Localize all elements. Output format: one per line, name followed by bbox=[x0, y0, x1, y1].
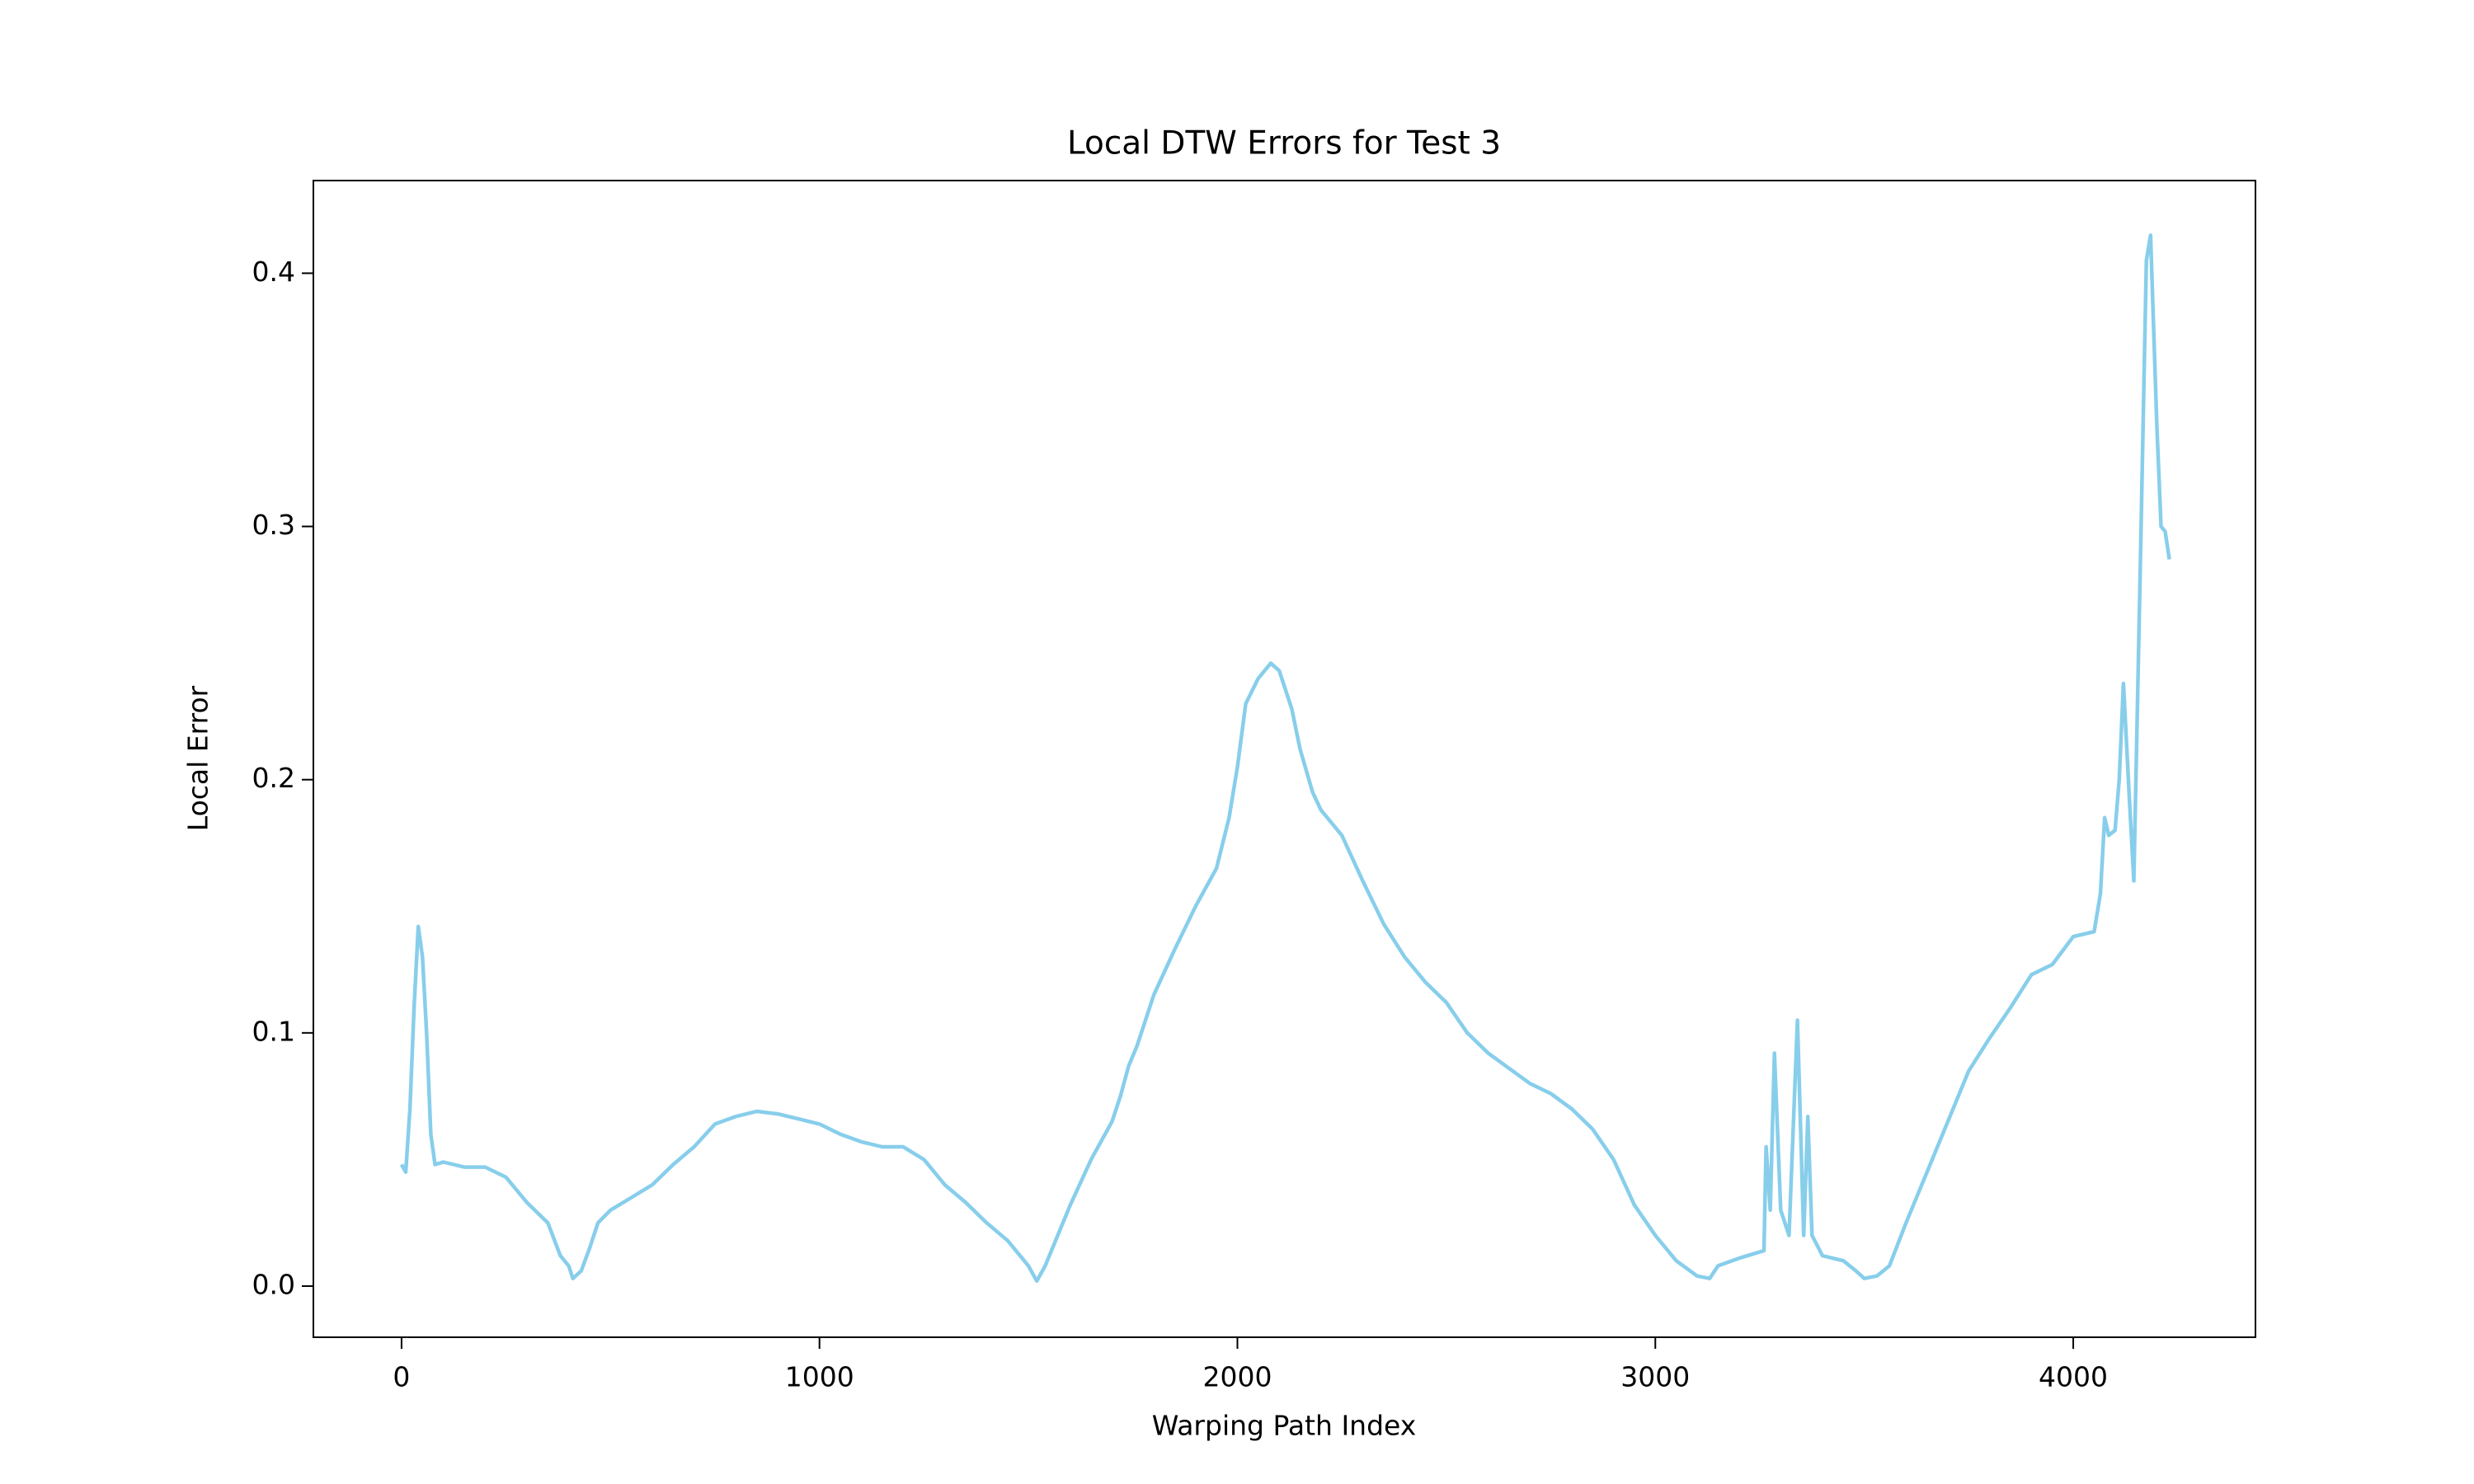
chart-title: Local DTW Errors for Test 3 bbox=[1067, 125, 1501, 162]
x-tick-label: 1000 bbox=[785, 1361, 854, 1393]
x-tick-label: 2000 bbox=[1202, 1361, 1272, 1393]
x-axis-label: Warping Path Index bbox=[1152, 1410, 1417, 1442]
x-tick-label: 4000 bbox=[2039, 1361, 2108, 1393]
y-tick-label: 0.3 bbox=[252, 509, 295, 541]
y-axis-label: Local Error bbox=[182, 685, 214, 831]
y-tick-label: 0.0 bbox=[252, 1268, 295, 1300]
plot-frame bbox=[313, 180, 2256, 1338]
y-tick-label: 0.2 bbox=[252, 762, 295, 794]
x-tick-label: 0 bbox=[393, 1361, 410, 1393]
data-line bbox=[399, 233, 2171, 1284]
y-tick-label: 0.4 bbox=[252, 256, 295, 288]
x-tick-label: 3000 bbox=[1620, 1361, 1690, 1393]
y-tick-label: 0.1 bbox=[252, 1015, 295, 1047]
